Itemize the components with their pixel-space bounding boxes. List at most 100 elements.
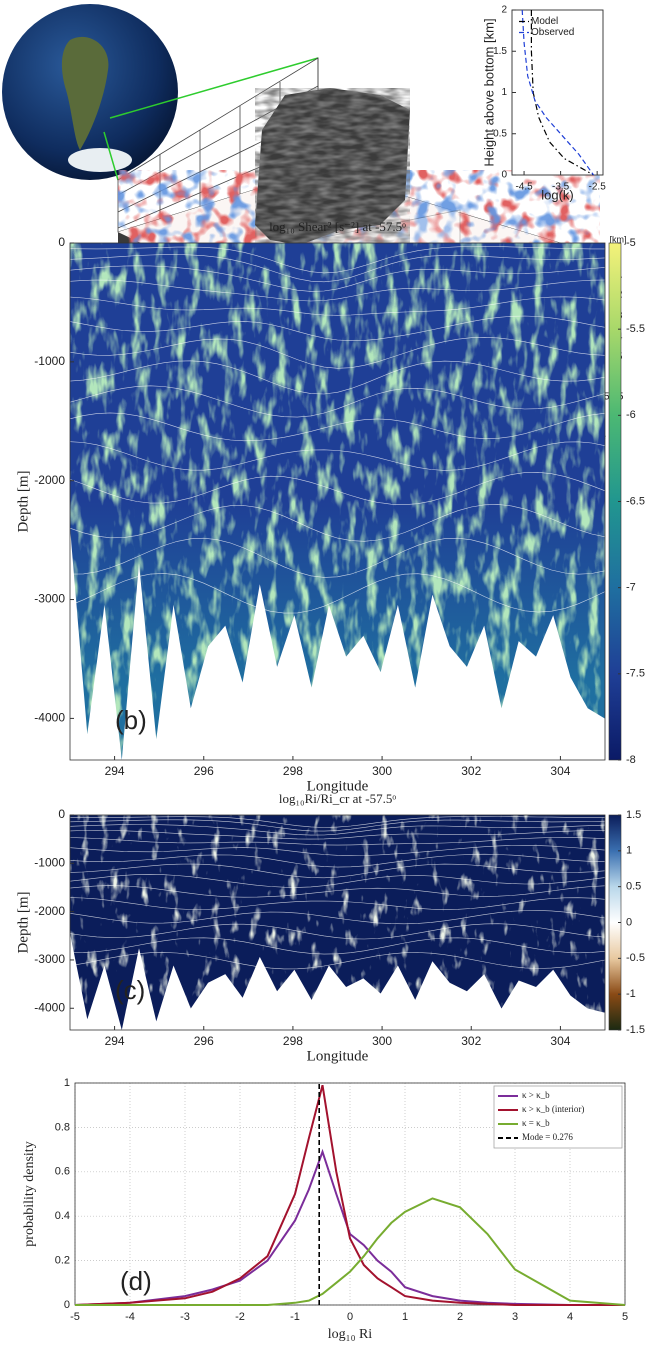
seafloor bbox=[70, 933, 605, 1030]
contour-line bbox=[69, 360, 606, 395]
x-tick-label: 304 bbox=[550, 1034, 570, 1048]
y-tick-label: 2 bbox=[501, 5, 507, 16]
legend-label: κ = κ_b bbox=[522, 1118, 550, 1128]
y-tick-label: -3000 bbox=[34, 592, 65, 606]
panel-label: (c) bbox=[115, 975, 145, 1005]
contour-line bbox=[69, 853, 606, 868]
x-tick-label: 302 bbox=[461, 764, 481, 778]
chart-title: log₁₀Ri/Ri_cr at -57.5ᵒ bbox=[279, 791, 396, 806]
y-tick-label: 0.5 bbox=[493, 128, 507, 139]
legend-label: κ > κ_b (interior) bbox=[522, 1104, 584, 1114]
colorbar-tick-label: -6 bbox=[626, 409, 636, 421]
contour-line bbox=[69, 441, 606, 471]
contour-line bbox=[69, 910, 606, 925]
seafloor bbox=[70, 527, 605, 760]
y-tick-label: 0 bbox=[501, 170, 507, 181]
y-tick-label: -2000 bbox=[34, 473, 65, 487]
contour-line bbox=[69, 874, 606, 888]
y-tick-label: -2000 bbox=[34, 904, 65, 918]
y-tick-label: 0 bbox=[64, 1299, 70, 1311]
y-tick-label: 0.8 bbox=[55, 1121, 70, 1133]
y-tick-label: -4000 bbox=[34, 1000, 65, 1014]
series-line bbox=[74, 1084, 625, 1306]
contour-line bbox=[69, 336, 606, 369]
y-tick-label: 0.2 bbox=[55, 1255, 70, 1267]
series-line bbox=[521, 9, 594, 176]
x-tick-label: 0 bbox=[347, 1311, 353, 1323]
contour-line bbox=[69, 412, 606, 442]
landmass-texture bbox=[255, 88, 410, 245]
axes-frame bbox=[69, 242, 606, 761]
x-tick-label: 4 bbox=[567, 1311, 573, 1323]
panel-label: (b) bbox=[115, 705, 147, 735]
y-axis-label: Depth [m] bbox=[15, 891, 31, 953]
continent bbox=[61, 36, 109, 150]
y-axis-label: probability density bbox=[22, 1141, 37, 1246]
x-tick-label: -2.5 bbox=[589, 182, 607, 193]
contour-line bbox=[69, 279, 606, 302]
x-tick-label: 304 bbox=[550, 764, 570, 778]
contour-line bbox=[69, 296, 606, 316]
y-tick-label: -4000 bbox=[34, 711, 65, 725]
colorbar-tick-label: -5.5 bbox=[626, 323, 645, 335]
x-tick-label: -5 bbox=[70, 1311, 80, 1323]
x-tick-label: -2 bbox=[235, 1311, 245, 1323]
x-tick-label: 296 bbox=[194, 1034, 214, 1048]
legend-label: Mode = 0.276 bbox=[522, 1132, 573, 1142]
y-axis-label: Height above bottom [km] bbox=[481, 18, 496, 166]
x-tick-label: 1 bbox=[402, 1311, 408, 1323]
contour-line bbox=[69, 885, 606, 898]
x-tick-label: 300 bbox=[372, 1034, 392, 1048]
antarctica bbox=[68, 148, 132, 172]
y-tick-label: -3000 bbox=[34, 952, 65, 966]
y-tick-label: 0 bbox=[58, 235, 65, 249]
contour-line bbox=[69, 923, 606, 940]
colorbar-tick-label: 0 bbox=[626, 916, 632, 928]
x-tick-label: -4.5 bbox=[515, 182, 533, 193]
legend-label: Model bbox=[531, 16, 558, 27]
zoom-line bbox=[109, 57, 319, 119]
x-axis-label: Longitude bbox=[307, 778, 369, 794]
colorbar-tick-label: -5 bbox=[626, 237, 636, 249]
x-tick-label: 2 bbox=[457, 1311, 463, 1323]
colorbar-tick-label: -1 bbox=[626, 988, 636, 1000]
contour-line bbox=[69, 863, 606, 879]
contour-line bbox=[69, 246, 605, 274]
x-tick-label: -3 bbox=[180, 1311, 190, 1323]
legend-label: κ > κ_b bbox=[522, 1090, 550, 1100]
series-line bbox=[530, 10, 594, 176]
x-axis-label: log(k) bbox=[541, 187, 574, 202]
z-axis-label: [km] bbox=[610, 234, 627, 244]
contour-line bbox=[69, 537, 606, 578]
colorbar-tick-label: 1 bbox=[626, 845, 632, 857]
x-tick-label: 302 bbox=[461, 1034, 481, 1048]
x-tick-label: 5 bbox=[622, 1311, 628, 1323]
colorbar-tick-label: 1.5 bbox=[626, 809, 641, 821]
y-tick-label: 0.6 bbox=[55, 1166, 70, 1178]
contour-line bbox=[69, 315, 606, 342]
x-tick-label: 294 bbox=[105, 764, 125, 778]
series-line bbox=[74, 1148, 625, 1306]
axes-frame bbox=[74, 1082, 626, 1306]
contour-line bbox=[69, 265, 606, 292]
x-axis-label: log₁₀ Ri bbox=[328, 1327, 372, 1342]
x-tick-label: -3.5 bbox=[552, 182, 570, 193]
y-tick-label: 0 bbox=[58, 807, 65, 821]
legend-label: Observed bbox=[531, 27, 574, 38]
x-tick-label: 296 bbox=[194, 764, 214, 778]
y-tick-label: 1 bbox=[501, 87, 507, 98]
contour-line bbox=[69, 897, 606, 910]
chart-title: log₁₀ Shear² [s⁻²] at -57.5ᵒ bbox=[269, 219, 406, 234]
x-axis-label: Longitude bbox=[307, 1048, 369, 1064]
contour-line bbox=[69, 504, 606, 542]
panel-label: (d) bbox=[120, 1266, 152, 1296]
y-tick-label: 0.4 bbox=[55, 1210, 70, 1222]
x-tick-label: 300 bbox=[372, 764, 392, 778]
x-tick-label: 298 bbox=[283, 764, 303, 778]
y-tick-label: -1000 bbox=[34, 855, 65, 869]
contour-line bbox=[69, 819, 606, 832]
colorbar-tick-label: 0.5 bbox=[626, 881, 641, 893]
x-tick-label: -1 bbox=[290, 1311, 300, 1323]
contour-line bbox=[69, 837, 606, 846]
